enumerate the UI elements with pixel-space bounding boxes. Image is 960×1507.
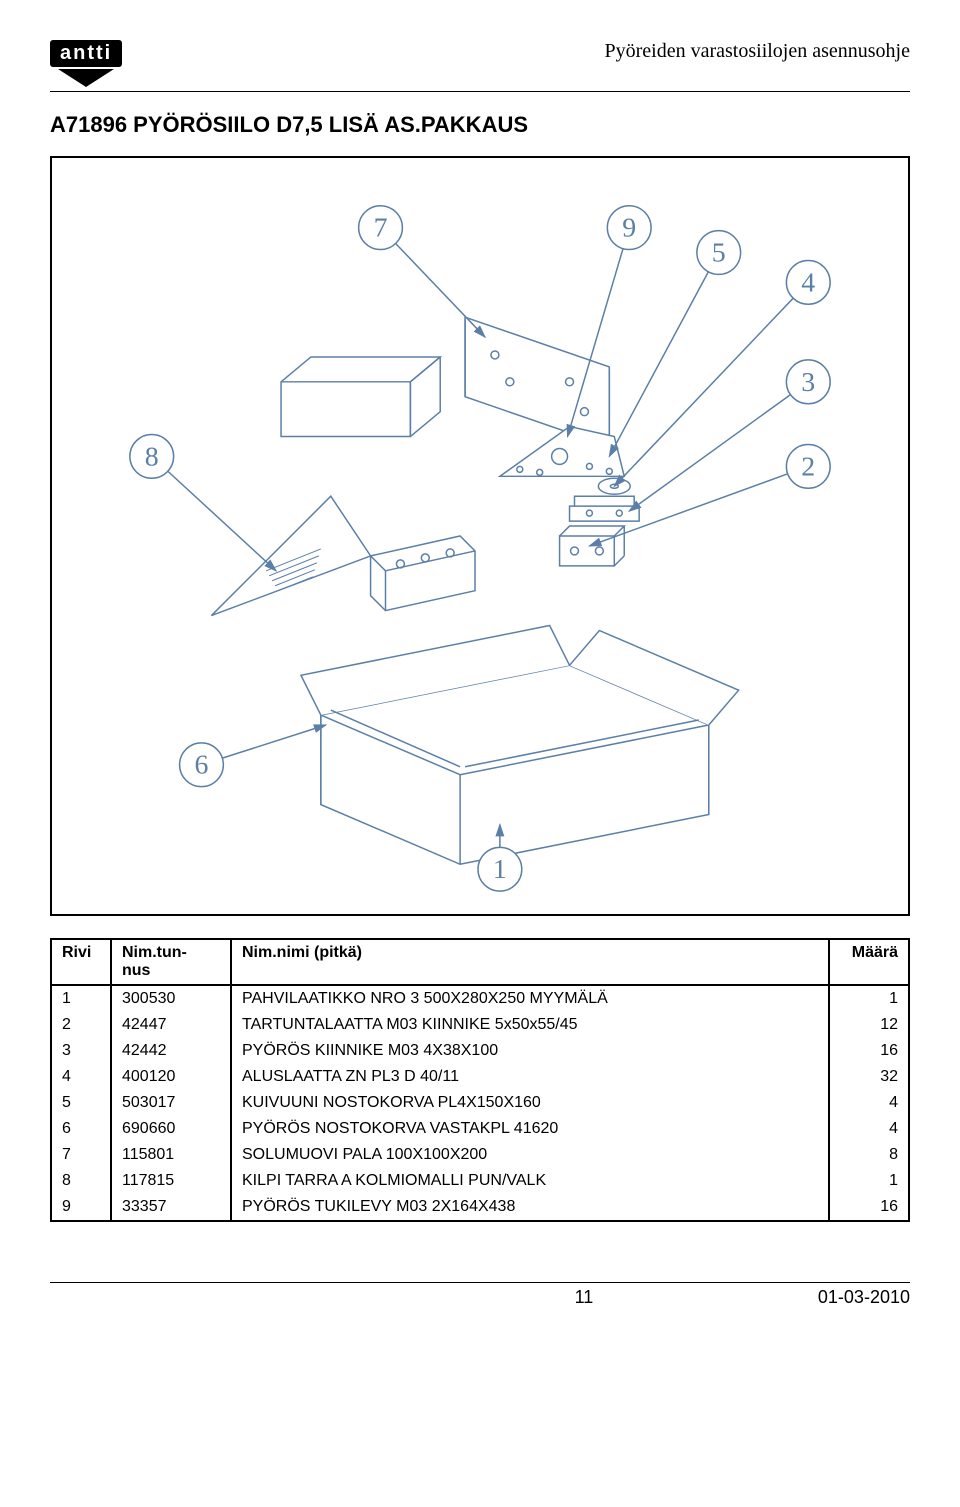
- callout-label: 9: [622, 213, 636, 244]
- cell-qty: 16: [829, 1194, 909, 1221]
- cell-nimi: PYÖRÖS TUKILEVY M03 2X164X438: [231, 1194, 829, 1221]
- cell-qty: 4: [829, 1116, 909, 1142]
- logo-text: antti: [50, 40, 122, 67]
- callout-label: 3: [801, 367, 815, 398]
- part-4-washer: [598, 478, 630, 494]
- callout-label: 5: [712, 237, 726, 268]
- callout-leader: [222, 725, 325, 758]
- part-2-angle-clip: [560, 526, 625, 566]
- callout-label: 8: [145, 441, 159, 472]
- section-title: A71896 PYÖRÖSIILO D7,5 LISÄ AS.PAKKAUS: [50, 112, 910, 138]
- table-row: 242447TARTUNTALAATTA M03 KIINNIKE 5x50x5…: [51, 1012, 909, 1038]
- cell-tunnus: 42447: [111, 1012, 231, 1038]
- part-8-label-triangle: [211, 496, 370, 615]
- cell-tunnus: 42442: [111, 1038, 231, 1064]
- callout-label: 7: [374, 213, 388, 244]
- table-row: 7115801SOLUMUOVI PALA 100X100X2008: [51, 1142, 909, 1168]
- part-9-support-plate: [465, 317, 609, 446]
- cell-rivi: 6: [51, 1116, 111, 1142]
- cell-nimi: PYÖRÖS NOSTOKORVA VASTAKPL 41620: [231, 1116, 829, 1142]
- table-row: 5503017KUIVUUNI NOSTOKORVA PL4X150X1604: [51, 1090, 909, 1116]
- page-number: 11: [575, 1287, 594, 1308]
- callout-leader: [609, 272, 708, 457]
- cell-rivi: 2: [51, 1012, 111, 1038]
- cell-qty: 1: [829, 985, 909, 1012]
- cell-tunnus: 300530: [111, 985, 231, 1012]
- callout-label: 6: [195, 750, 209, 781]
- table-row: 1300530PAHVILAATIKKO NRO 3 500X280X250 M…: [51, 985, 909, 1012]
- table-row: 8117815KILPI TARRA A KOLMIOMALLI PUN/VAL…: [51, 1168, 909, 1194]
- cell-rivi: 7: [51, 1142, 111, 1168]
- cell-nimi: SOLUMUOVI PALA 100X100X200: [231, 1142, 829, 1168]
- exploded-diagram: 7 9 5 4 3 2 8 6 1: [50, 156, 910, 916]
- page: antti Pyöreiden varastosiilojen asennuso…: [0, 0, 960, 1338]
- diagram-svg: 7 9 5 4 3 2 8 6 1: [52, 158, 908, 914]
- cell-qty: 4: [829, 1090, 909, 1116]
- col-maara: Määrä: [829, 939, 909, 985]
- cell-rivi: 5: [51, 1090, 111, 1116]
- cell-rivi: 9: [51, 1194, 111, 1221]
- part-6-counter-plate: [371, 536, 475, 611]
- cell-tunnus: 115801: [111, 1142, 231, 1168]
- cell-nimi: TARTUNTALAATTA M03 KIINNIKE 5x50x55/45: [231, 1012, 829, 1038]
- cell-nimi: PYÖRÖS KIINNIKE M03 4X38X100: [231, 1038, 829, 1064]
- cell-rivi: 1: [51, 985, 111, 1012]
- cell-tunnus: 690660: [111, 1116, 231, 1142]
- col-nimi: Nim.nimi (pitkä): [231, 939, 829, 985]
- part-5-lifting-lug: [500, 427, 624, 477]
- cell-nimi: KILPI TARRA A KOLMIOMALLI PUN/VALK: [231, 1168, 829, 1194]
- table-row: 933357PYÖRÖS TUKILEVY M03 2X164X43816: [51, 1194, 909, 1221]
- cell-qty: 8: [829, 1142, 909, 1168]
- callout-leader: [629, 395, 790, 512]
- cell-rivi: 3: [51, 1038, 111, 1064]
- cell-qty: 16: [829, 1038, 909, 1064]
- page-header: antti Pyöreiden varastosiilojen asennuso…: [50, 40, 910, 92]
- cell-nimi: PAHVILAATIKKO NRO 3 500X280X250 MYYMÄLÄ: [231, 985, 829, 1012]
- cell-nimi: ALUSLAATTA ZN PL3 D 40/11: [231, 1064, 829, 1090]
- callout-leader: [396, 243, 485, 337]
- cell-qty: 1: [829, 1168, 909, 1194]
- table-row: 4400120ALUSLAATTA ZN PL3 D 40/1132: [51, 1064, 909, 1090]
- table-row: 6690660PYÖRÖS NOSTOKORVA VASTAKPL 416204: [51, 1116, 909, 1142]
- cell-tunnus: 117815: [111, 1168, 231, 1194]
- part-3-bracket: [570, 496, 640, 521]
- cell-tunnus: 503017: [111, 1090, 231, 1116]
- cell-rivi: 8: [51, 1168, 111, 1194]
- brand-logo: antti: [50, 40, 122, 87]
- col-rivi: Rivi: [51, 939, 111, 985]
- parts-table: Rivi Nim.tun- nus Nim.nimi (pitkä) Määrä…: [50, 938, 910, 1222]
- footer-date: 01-03-2010: [818, 1287, 910, 1308]
- cell-nimi: KUIVUUNI NOSTOKORVA PL4X150X160: [231, 1090, 829, 1116]
- callout-label: 1: [493, 854, 507, 885]
- table-row: 342442PYÖRÖS KIINNIKE M03 4X38X10016: [51, 1038, 909, 1064]
- cell-rivi: 4: [51, 1064, 111, 1090]
- callout-label: 2: [801, 451, 815, 482]
- logo-triangle-icon: [58, 69, 114, 87]
- cell-qty: 12: [829, 1012, 909, 1038]
- col-tunnus: Nim.tun- nus: [111, 939, 231, 985]
- cell-tunnus: 400120: [111, 1064, 231, 1090]
- part-7-foam-block: [281, 357, 440, 437]
- document-title: Pyöreiden varastosiilojen asennusohje: [605, 40, 911, 63]
- callout-leader: [168, 471, 276, 571]
- cell-tunnus: 33357: [111, 1194, 231, 1221]
- callout-label: 4: [801, 267, 815, 298]
- part-1-cardboard-box: [301, 626, 739, 865]
- table-header-row: Rivi Nim.tun- nus Nim.nimi (pitkä) Määrä: [51, 939, 909, 985]
- cell-qty: 32: [829, 1064, 909, 1090]
- page-footer: 11 01-03-2010: [50, 1282, 910, 1308]
